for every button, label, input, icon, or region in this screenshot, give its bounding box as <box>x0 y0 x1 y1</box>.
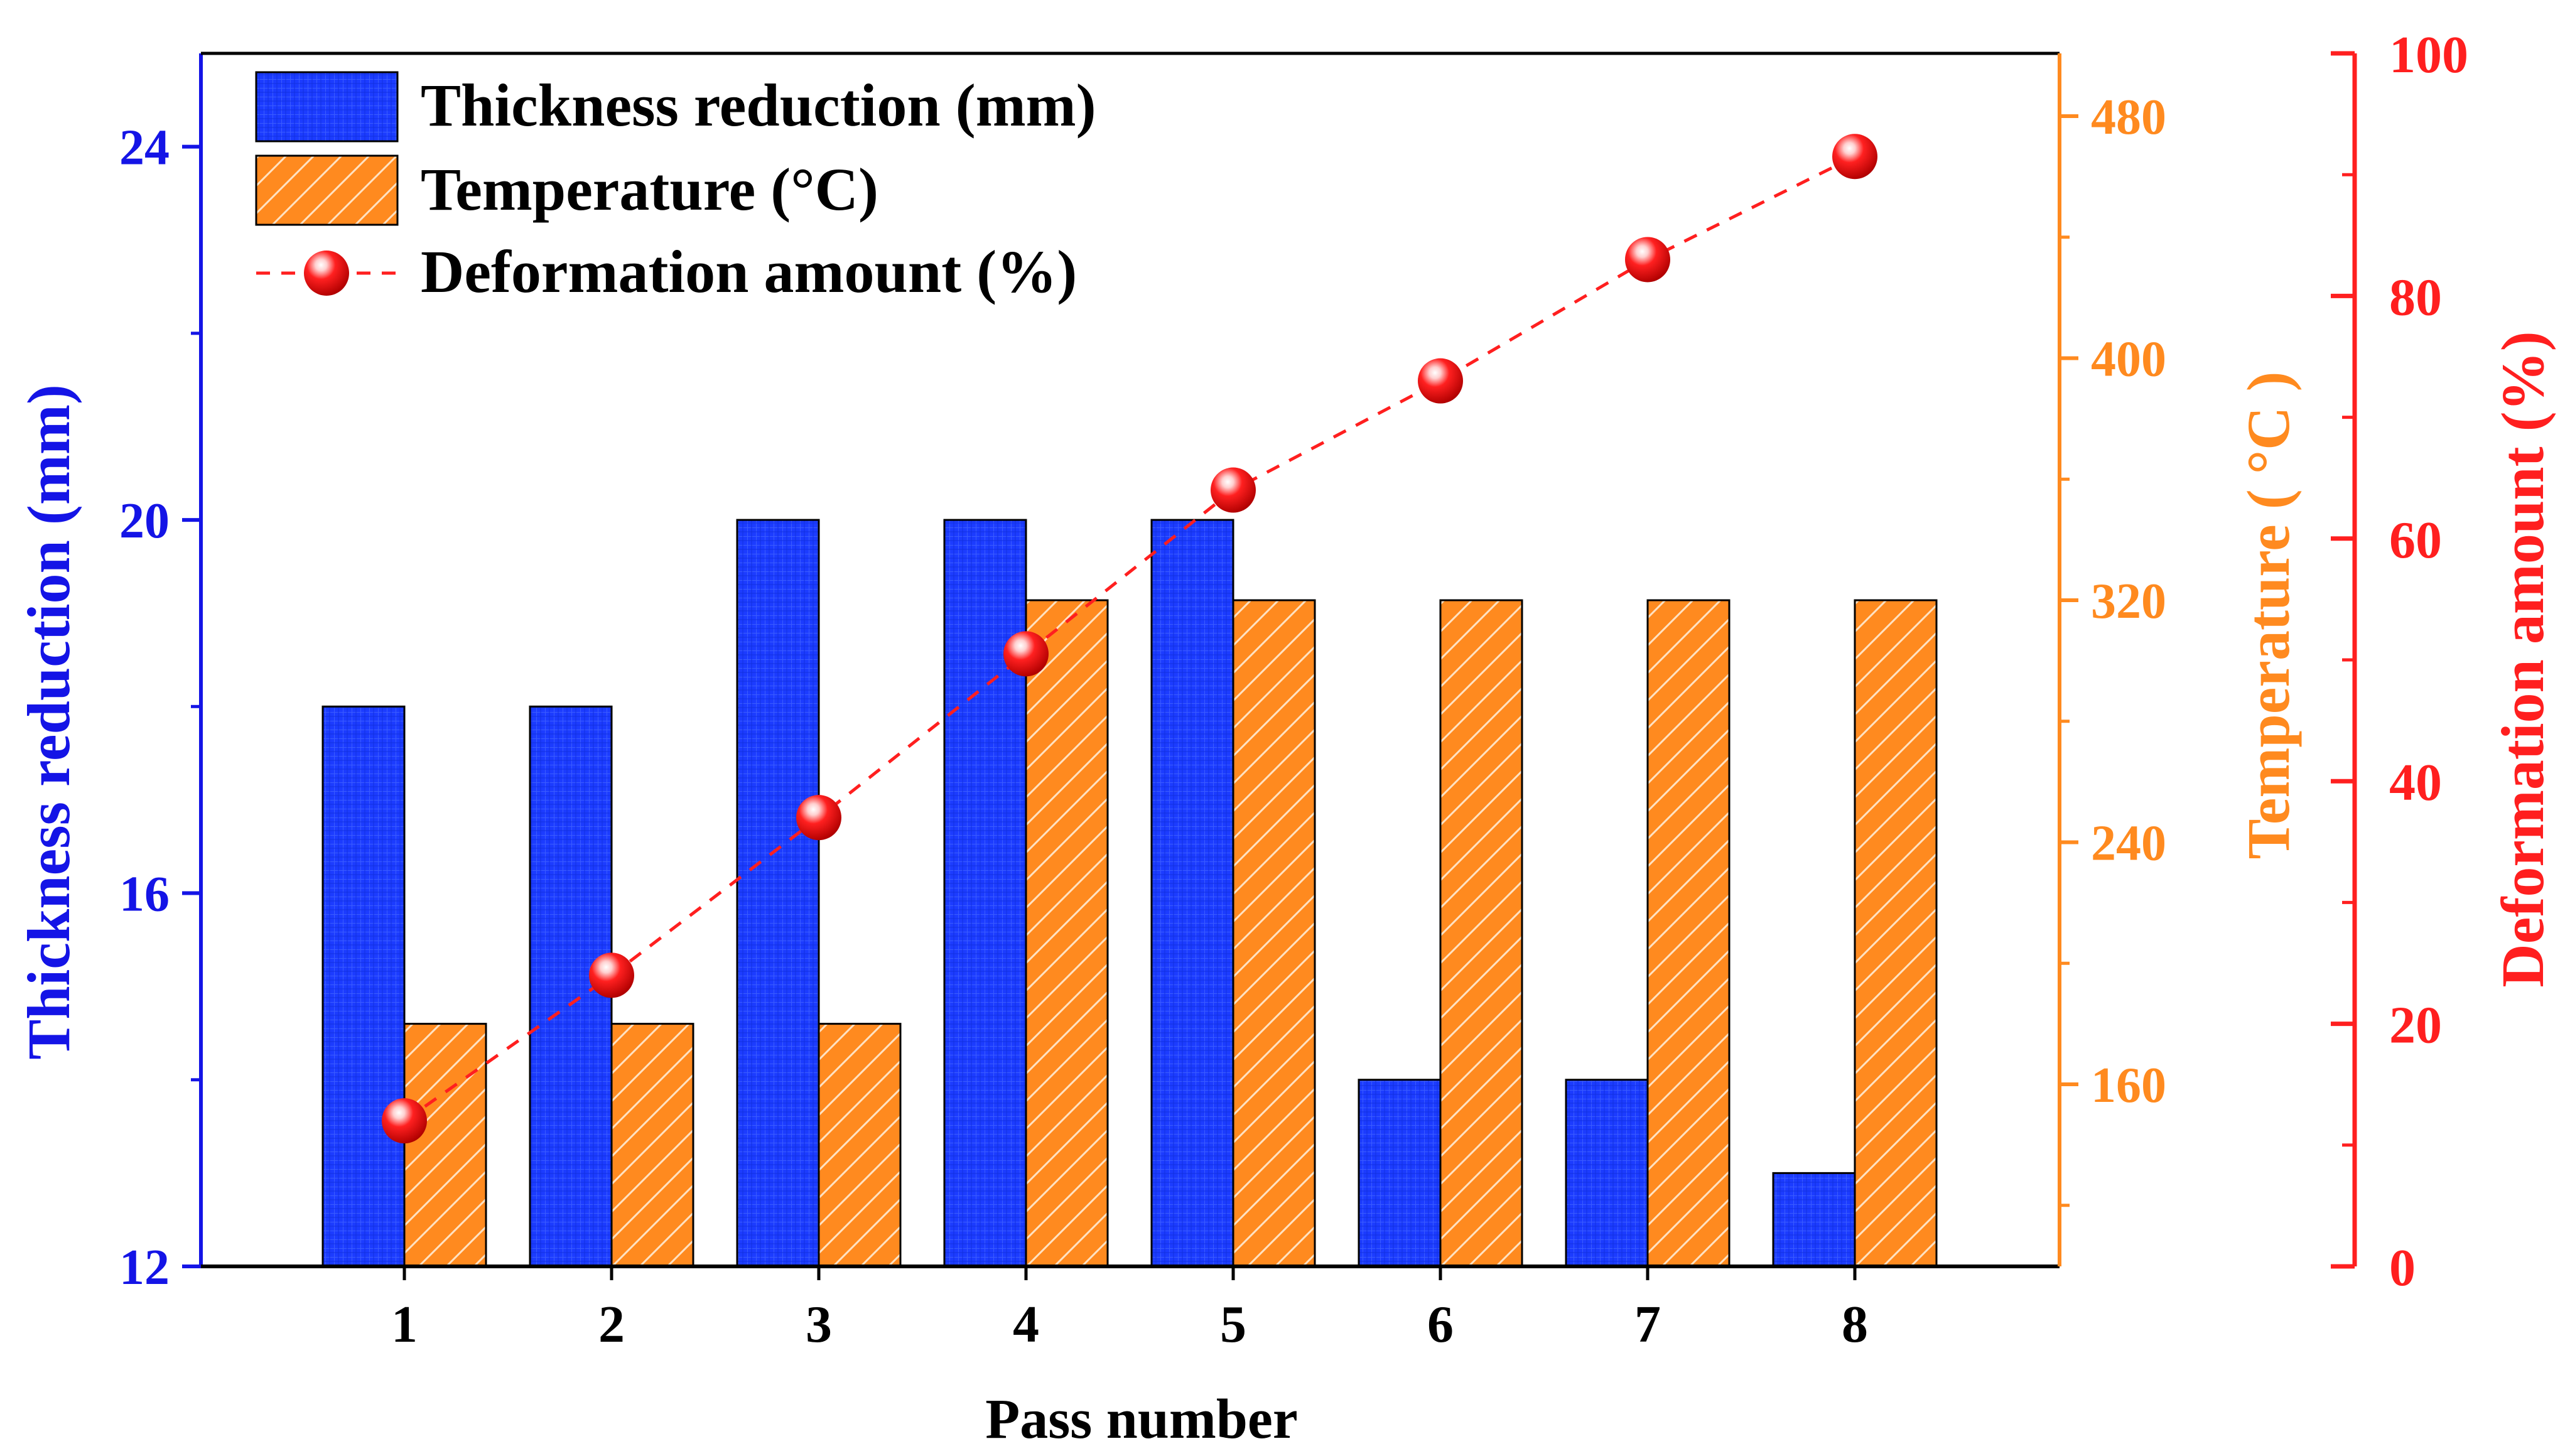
temperature-bar-3 <box>818 1023 902 1268</box>
thickness-bar-6 <box>1358 1079 1442 1268</box>
x-tick-label-7: 7 <box>1634 1295 1661 1354</box>
thickness-bar-8 <box>1772 1172 1856 1268</box>
right1-tick-label-480: 480 <box>2091 90 2166 145</box>
left-tick-label-12: 12 <box>119 1240 170 1295</box>
right2-axis-title: Deformation amount (%) <box>2489 331 2556 987</box>
left-tick-label-24: 24 <box>119 121 170 176</box>
deformation-line <box>382 134 1877 1144</box>
right1-tick-label-240: 240 <box>2091 816 2166 871</box>
x-tick-label-3: 3 <box>806 1295 832 1354</box>
thickness-bar-3 <box>736 519 820 1268</box>
thickness-bar-1 <box>321 705 406 1268</box>
x-tick-label-5: 5 <box>1220 1295 1246 1354</box>
x-tick-label-8: 8 <box>1842 1295 1868 1354</box>
thickness-bar-5 <box>1150 519 1234 1268</box>
right2-tick-label-100: 100 <box>2389 26 2468 84</box>
legend: Thickness reduction (mm) Temperature (°C… <box>255 71 1096 305</box>
right2-tick-label-60: 60 <box>2389 511 2442 569</box>
thickness-bar-4 <box>943 519 1027 1268</box>
deformation-point-6 <box>1418 358 1463 404</box>
right2-tick-label-0: 0 <box>2389 1239 2416 1297</box>
deformation-point-5 <box>1211 467 1256 513</box>
right1-tick-label-400: 400 <box>2091 332 2166 387</box>
temperature-bar-1 <box>403 1023 487 1268</box>
thickness-bar-7 <box>1565 1079 1649 1268</box>
thickness-bars <box>321 519 1856 1268</box>
legend-swatch-thickness <box>255 71 399 143</box>
temperature-bar-4 <box>1025 599 1109 1268</box>
deformation-point-4 <box>1003 631 1049 677</box>
deformation-series-line <box>403 154 1856 1123</box>
x-tick-label-2: 2 <box>598 1295 625 1354</box>
deformation-point-8 <box>1832 134 1877 180</box>
right2-tick-label-80: 80 <box>2389 268 2442 326</box>
legend-label-thickness: Thickness reduction (mm) <box>421 72 1096 139</box>
temperature-bar-8 <box>1854 599 1938 1268</box>
temperature-bar-5 <box>1232 599 1316 1268</box>
legend-label-deformation: Deformation amount (%) <box>421 238 1077 305</box>
temperature-bar-2 <box>610 1023 694 1268</box>
right2-tick-label-40: 40 <box>2389 753 2442 812</box>
deformation-point-7 <box>1625 237 1670 283</box>
right1-tick-label-160: 160 <box>2091 1058 2166 1113</box>
temperature-bar-6 <box>1439 599 1523 1268</box>
x-tick-label-4: 4 <box>1013 1295 1039 1354</box>
left-tick-label-16: 16 <box>119 867 170 922</box>
right1-axis-title: Temperature ( °C ) <box>2235 372 2302 860</box>
right1-tick-label-320: 320 <box>2091 574 2166 629</box>
temperature-bars <box>403 599 1938 1268</box>
axes: 1 2 3 4 5 6 7 812162024160240320400480020406080… <box>119 26 2468 1354</box>
temperature-bar-7 <box>1646 599 1731 1268</box>
deformation-point-2 <box>589 952 634 998</box>
x-tick-label-6: 6 <box>1427 1295 1454 1354</box>
right2-tick-label-20: 20 <box>2389 996 2442 1055</box>
left-axis-title: Thickness reduction (mm) <box>15 384 82 1060</box>
x-tick-label-1: 1 <box>391 1295 418 1354</box>
deformation-point-3 <box>796 795 841 841</box>
deformation-point-1 <box>382 1098 427 1144</box>
x-axis-title: Pass number <box>985 1388 1298 1450</box>
legend-swatch-deformation-marker <box>304 251 349 296</box>
legend-label-temperature: Temperature (°C) <box>421 156 878 223</box>
left-tick-label-20: 20 <box>119 493 170 549</box>
legend-swatch-temperature <box>255 154 399 226</box>
